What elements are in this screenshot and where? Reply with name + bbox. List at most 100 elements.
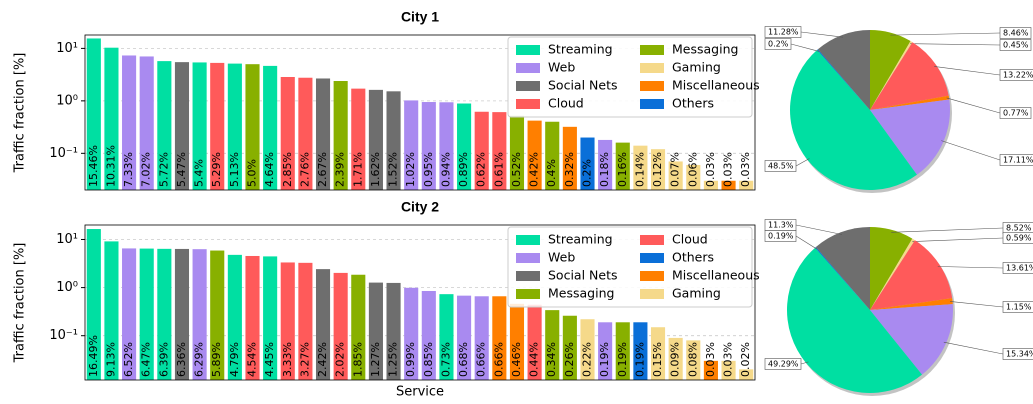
bar-value-label: 1.85% [351,342,364,377]
bar-value-label: 1.52% [387,152,400,187]
bar-value-label: 4.79% [228,342,241,377]
legend-label: Messaging [672,42,738,57]
pie-label-box [764,358,802,370]
pie-label: 0.45% [1003,41,1029,50]
bar-value-label: 0.14% [633,152,646,187]
bar-value-label: 15.46% [87,145,100,187]
bar [562,315,577,380]
bar-value-label: 0.95% [422,152,435,187]
bar-value-label: 7.02% [140,152,153,187]
bar-value-label: 16.49% [87,335,100,377]
legend-swatch [516,81,540,91]
chart-title: City 1 [401,9,439,25]
bar-value-label: 1.02% [404,152,417,187]
pie-label: 0.2% [768,40,789,49]
pie-label: 8.46% [1003,29,1029,38]
leader-line [800,361,809,365]
bar-value-label: 1.62% [369,152,382,187]
pie-slice [790,49,917,190]
bar [298,262,313,380]
pie-slice [870,298,953,310]
legend-swatch [640,81,664,91]
bar [351,274,366,380]
bar [263,65,278,190]
bar-value-label: 0.03% [704,342,717,377]
y-tick-label: 10⁻¹ [49,328,78,343]
legend-swatch [516,253,540,263]
bar-value-label: 0.42% [528,152,541,187]
bar-value-label: 0.62% [475,152,488,187]
legend-swatch [516,45,540,55]
bar [174,62,190,190]
bar [527,120,542,190]
bar-value-label: 0.19% [633,342,646,377]
bar [562,126,577,190]
bar-value-label: 0.09% [669,342,682,377]
leader-line [934,66,1001,76]
pie-slice [870,238,915,310]
y-axis-label: Traffic fraction [%] [13,243,28,364]
bar-value-label: 2.42% [316,342,329,377]
y-tick-label: 10⁻¹ [49,146,78,161]
legend-swatch [516,289,540,299]
bar [703,360,718,380]
y-axis-label: Traffic fraction [%] [13,53,28,174]
bar [439,294,454,380]
bar [739,180,754,190]
bar-value-label: 0.08% [686,342,699,377]
bar [703,180,718,190]
pie-label: 49.29% [768,360,799,369]
legend-label: Social Nets [548,78,618,93]
chart-title: City 2 [401,199,439,215]
leader-line [790,43,820,52]
bar [598,139,613,190]
legend-label: Messaging [548,286,614,301]
bar-value-label: 6.47% [140,342,153,377]
bar-value-label: 0.07% [669,152,682,187]
bar-value-label: 0.16% [616,152,629,187]
pie-label: 13.22% [1003,71,1033,80]
pie-label-box [764,219,797,231]
pie-slice [815,247,870,310]
bar [668,161,683,190]
pie-slice [870,227,913,310]
pie-label: 11.3% [768,221,794,230]
pie-label: 0.19% [768,232,794,241]
pie-label-box [999,154,1033,166]
legend-swatch [516,271,540,281]
bar [263,256,278,380]
leader-line [795,158,810,167]
bar [280,262,295,380]
bar [492,112,507,190]
pie-slice [815,227,870,310]
bar-value-label: 6.52% [122,342,135,377]
bar-value-label: 0.03% [722,152,735,187]
legend-box [507,36,753,118]
pie-label: 17.11% [1003,156,1033,165]
bar [404,100,419,190]
pie-label-box [999,39,1032,51]
y-tick-label: 10⁰ [56,93,78,108]
bar-value-label: 4.45% [263,342,276,377]
bar-value-label: 2.02% [334,342,347,377]
pie-label-box [1002,348,1033,360]
bar [457,295,472,380]
leader-line [941,140,1001,161]
bar [157,61,172,191]
bar-value-label: 0.46% [510,342,523,377]
bar [527,304,542,380]
bar-value-label: 5.13% [228,152,241,187]
legend-label: Miscellaneous [672,268,760,283]
leader-line [912,237,1004,242]
legend-swatch [516,63,540,73]
bar [139,248,154,380]
bar [245,64,260,190]
leader-line [943,341,1004,355]
bar [474,296,489,380]
bar [545,121,560,190]
pie-slice [817,49,870,110]
bar-value-label: 4.54% [246,342,259,377]
bar [650,327,666,380]
bar-value-label: 1.27% [369,342,382,377]
